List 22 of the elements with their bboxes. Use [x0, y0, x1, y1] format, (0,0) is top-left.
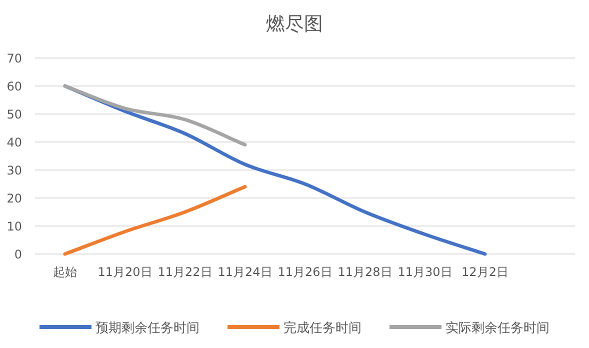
- x-tick-label: 12月2日: [462, 265, 508, 279]
- y-tick-label: 30: [6, 164, 22, 178]
- y-tick-label: 10: [6, 220, 22, 234]
- y-tick-label: 0: [14, 248, 22, 262]
- x-tick-label: 11月30日: [398, 265, 452, 279]
- line-series: [63, 185, 247, 256]
- y-tick-label: 40: [6, 136, 22, 150]
- line-series: [63, 84, 247, 147]
- y-tick-label: 50: [6, 108, 22, 122]
- x-tick-label: 11月24日: [218, 265, 272, 279]
- y-tick-label: 70: [6, 52, 22, 66]
- legend-label: 实际剩余任务时间: [446, 321, 550, 336]
- chart-title: 燃尽图: [266, 13, 323, 35]
- x-tick-label: 11月20日: [98, 265, 152, 279]
- x-tick-label: 起始: [53, 265, 77, 279]
- x-tick-label: 11月26日: [278, 265, 332, 279]
- x-tick-label: 11月28日: [338, 265, 392, 279]
- y-tick-label: 20: [6, 192, 22, 206]
- legend-label: 完成任务时间: [284, 320, 362, 336]
- x-tick-label: 11月22日: [158, 265, 212, 279]
- y-tick-label: 60: [6, 80, 22, 94]
- legend-label: 预期剩余任务时间: [96, 321, 200, 336]
